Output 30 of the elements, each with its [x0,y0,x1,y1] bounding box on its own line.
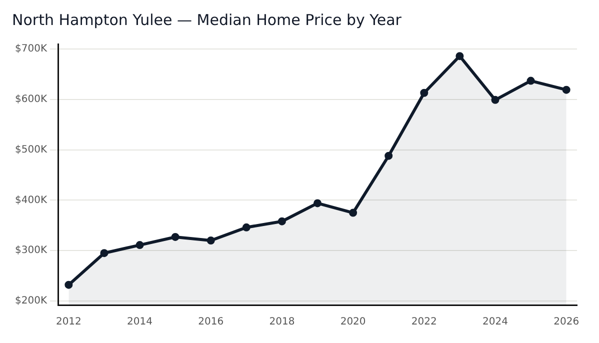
x-tick-label: 2016 [198,316,224,328]
x-tick-label: 2024 [482,316,508,328]
chart-title: North Hampton Yulee — Median Home Price by Year [12,10,402,29]
point [206,236,215,245]
y-tick-label: $300K [14,245,48,256]
x-tick-label: 2012 [56,316,82,328]
x-tick-label: 2018 [269,316,295,328]
point [456,52,464,60]
point [171,232,180,241]
point [278,217,286,226]
x-tick-label: 2026 [554,316,580,328]
y-tick-label: $200K [14,296,48,307]
y-tick-label: $700K [14,44,48,55]
point [562,86,570,94]
point [64,280,73,289]
point [100,249,108,258]
point [384,152,393,160]
x-tick-label: 2014 [127,316,152,328]
point [526,76,535,85]
x-tick-label: 2022 [411,316,437,328]
point [420,88,428,97]
y-tick-label: $500K [14,144,48,156]
y-tick-label: $400K [14,194,48,206]
point [349,208,358,217]
point [491,96,500,104]
point [314,199,322,208]
y-tick-label: $600K [14,94,48,106]
x-tick-label: 2020 [340,316,366,328]
point [136,241,144,250]
point [242,223,250,232]
